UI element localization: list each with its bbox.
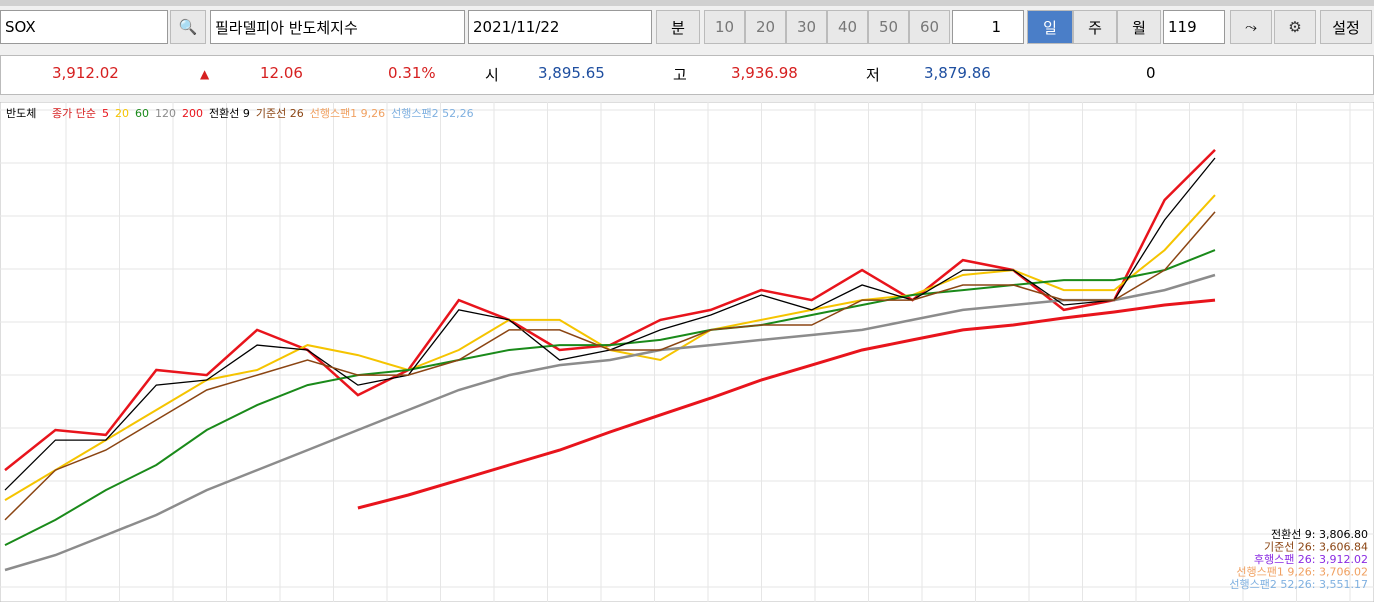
price: 3,912.02 — [52, 64, 119, 82]
legend-entry: 60 — [135, 107, 149, 120]
legend-entry: 5 — [102, 107, 109, 120]
readout: 후행스팬 26: 3,912.02 — [1254, 553, 1368, 566]
legend-entry: 120 — [155, 107, 176, 120]
low: 3,879.86 — [924, 64, 991, 82]
legend-entry: 종가 단순 — [52, 107, 96, 120]
period-button[interactable]: 60 — [909, 10, 950, 44]
legend-entry: 200 — [182, 107, 203, 120]
minute-button[interactable]: 분 — [656, 10, 700, 44]
unit-input[interactable]: 1 — [952, 10, 1024, 44]
tab-strip — [0, 0, 1374, 6]
date-input[interactable]: 2021/11/22 — [468, 10, 652, 44]
month-button[interactable]: 월 — [1117, 10, 1161, 44]
symbol-input[interactable]: SOX — [0, 10, 168, 44]
open: 3,895.65 — [538, 64, 605, 82]
period-button[interactable]: 20 — [745, 10, 786, 44]
readout: 기준선 26: 3,606.84 — [1264, 541, 1368, 554]
open-label: 시 — [485, 66, 499, 84]
name-input: 필라델피아 반도체지수 — [210, 10, 465, 44]
high: 3,936.98 — [731, 64, 798, 82]
legend-entry: 선행스팬2 52,26 — [391, 107, 473, 120]
rate: 0.31% — [388, 64, 436, 82]
period-button[interactable]: 40 — [827, 10, 868, 44]
search-button[interactable]: 🔍 — [170, 10, 206, 44]
volume: 0 — [1146, 64, 1156, 82]
day-button[interactable]: 일 — [1027, 10, 1073, 44]
chart-bg — [0, 102, 1374, 602]
chart: 반도체 종가 단순 5 20 60 120 200 전환선 9 기준선 26 선행스팬1 9,2… — [0, 102, 1374, 602]
line-series — [4, 273, 1216, 572]
high-label: 고 — [673, 66, 687, 84]
legend-entry: 선행스팬1 9,26 — [310, 107, 385, 120]
period-button[interactable]: 30 — [786, 10, 827, 44]
legend-label: 반도체 — [6, 107, 36, 120]
line-series — [357, 298, 1216, 510]
line-series — [4, 211, 1216, 521]
readout: 선행스팬2 52,26: 3,551.17 — [1229, 578, 1368, 591]
low-label: 저 — [866, 66, 880, 84]
legend-entry: 전환선 9 — [209, 107, 250, 120]
gear-button[interactable]: ⚙ — [1274, 10, 1316, 44]
legend-entry: 기준선 26 — [256, 107, 304, 120]
week-button[interactable]: 주 — [1073, 10, 1117, 44]
settings-button[interactable]: 설정 — [1320, 10, 1372, 44]
readout: 선행스팬1 9,26: 3,706.02 — [1236, 566, 1368, 579]
legend-entry: 20 — [115, 107, 129, 120]
quote-bar — [0, 55, 1374, 95]
indicator-button[interactable]: ⤳ — [1230, 10, 1272, 44]
bars-input[interactable]: 119 — [1163, 10, 1225, 44]
arrow: ▲ — [200, 67, 210, 81]
readout: 전환선 9: 3,806.80 — [1271, 528, 1368, 541]
period-button[interactable]: 10 — [704, 10, 745, 44]
period-button[interactable]: 50 — [868, 10, 909, 44]
change: 12.06 — [260, 64, 303, 82]
